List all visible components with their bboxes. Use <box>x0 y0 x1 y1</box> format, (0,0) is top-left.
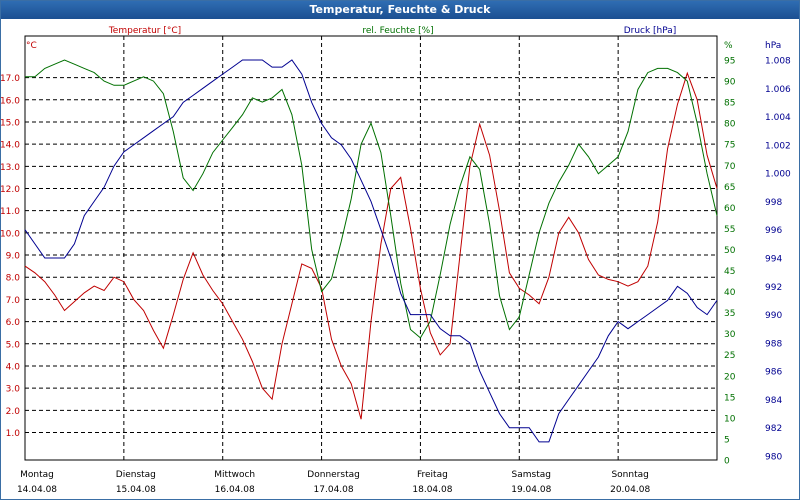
pressure-tick-label: 980 <box>765 453 782 463</box>
series-line-pressure <box>24 59 718 443</box>
pressure-tick-label: 1.008 <box>765 57 791 67</box>
x-tick-day-5: Samstag <box>512 470 551 480</box>
humidity-tick-label: 25 <box>724 351 735 361</box>
pressure-tick-label: 1.004 <box>765 113 791 123</box>
x-tick-date-0: 14.04.08 <box>17 485 57 495</box>
series-line-humidity <box>25 59 718 339</box>
temperature-tick-label: 8.0 <box>6 274 21 284</box>
pressure-tick-label: 996 <box>765 226 782 236</box>
temperature-tick-label: 17.0 <box>0 74 20 84</box>
pressure-unit: hPa <box>765 41 781 51</box>
pressure-tick-label: 1.006 <box>765 85 791 95</box>
humidity-tick-label: 20 <box>724 372 736 382</box>
x-tick-day-2: Mittwoch <box>214 470 255 480</box>
temperature-tick-label: 9.0 <box>6 252 21 262</box>
pressure-tick-label: 986 <box>765 368 782 378</box>
x-tick-date-5: 19.04.08 <box>511 485 551 495</box>
humidity-tick-label: 15 <box>724 393 735 403</box>
temperature-tick-label: 1.0 <box>6 429 21 439</box>
pressure-tick-label: 998 <box>765 198 782 208</box>
pressure-tick-label: 994 <box>765 255 782 265</box>
temperature-tick-label: 3.0 <box>6 385 21 395</box>
humidity-tick-label: 10 <box>724 414 736 424</box>
humidity-tick-label: 45 <box>724 267 735 277</box>
x-tick-day-3: Donnerstag <box>307 470 360 480</box>
series-line-temperature <box>24 71 718 420</box>
temperature-tick-label: 6.0 <box>6 318 21 328</box>
temperature-unit: °C <box>26 41 37 51</box>
pressure-tick-label: 984 <box>765 396 782 406</box>
pressure-tick-label: 982 <box>765 424 782 434</box>
x-tick-date-4: 18.04.08 <box>412 485 452 495</box>
humidity-tick-label: 55 <box>724 225 735 235</box>
humidity-tick-label: 65 <box>724 183 735 193</box>
humidity-tick-label: 35 <box>724 309 735 319</box>
pressure-tick-label: 1.000 <box>765 170 791 180</box>
temperature-tick-label: 10.0 <box>0 229 20 239</box>
temperature-tick-label: 2.0 <box>6 407 21 417</box>
humidity-tick-label: 0 <box>724 457 730 467</box>
humidity-tick-label: 90 <box>724 78 736 88</box>
x-tick-date-2: 16.04.08 <box>215 485 255 495</box>
humidity-tick-label: 75 <box>724 141 735 151</box>
pressure-tick-label: 990 <box>765 311 782 321</box>
humidity-tick-label: 60 <box>724 204 736 214</box>
temperature-tick-label: 13.0 <box>0 163 20 173</box>
legend-humidity: rel. Feuchte [%] <box>362 26 433 36</box>
grid-lines <box>25 36 717 460</box>
humidity-unit: % <box>724 41 733 51</box>
temperature-tick-label: 12.0 <box>0 185 20 195</box>
humidity-tick-label: 30 <box>724 330 736 340</box>
humidity-tick-label: 40 <box>724 288 736 298</box>
humidity-tick-label: 95 <box>724 57 735 67</box>
data-series <box>24 59 718 443</box>
pressure-tick-label: 992 <box>765 283 782 293</box>
x-tick-date-3: 17.04.08 <box>314 485 354 495</box>
temperature-tick-label: 4.0 <box>6 362 21 372</box>
humidity-tick-label: 80 <box>724 120 736 130</box>
humidity-tick-label: 50 <box>724 246 736 256</box>
legend-pressure: Druck [hPa] <box>624 26 677 36</box>
humidity-tick-label: 85 <box>724 99 735 109</box>
temperature-tick-label: 11.0 <box>0 207 20 217</box>
temperature-tick-label: 15.0 <box>0 118 20 128</box>
humidity-tick-label: 70 <box>724 162 736 172</box>
pressure-tick-label: 988 <box>765 339 782 349</box>
x-tick-date-6: 20.04.08 <box>610 485 650 495</box>
x-tick-date-1: 15.04.08 <box>116 485 156 495</box>
temperature-tick-label: 16.0 <box>0 96 20 106</box>
legend-temperature: Temperatur [°C] <box>108 26 181 36</box>
x-tick-day-4: Freitag <box>417 470 448 480</box>
x-tick-day-0: Montag <box>20 470 54 480</box>
x-tick-day-1: Dienstag <box>116 470 156 480</box>
temperature-tick-label: 7.0 <box>6 296 21 306</box>
x-tick-day-6: Sonntag <box>611 470 648 480</box>
plot-area-border <box>24 35 718 461</box>
humidity-tick-label: 5 <box>724 435 730 445</box>
temperature-tick-label: 14.0 <box>0 141 20 151</box>
axis-labels: 1.0 2.0 3.0 4.0 5.0 6.0 7.0 8.0 9.0 10.0 11.0 12.0 1… <box>0 26 791 495</box>
window-title: Temperatur, Feuchte & Druck <box>1 1 799 19</box>
temperature-tick-label: 5.0 <box>6 340 21 350</box>
pressure-tick-label: 1.002 <box>765 141 791 151</box>
